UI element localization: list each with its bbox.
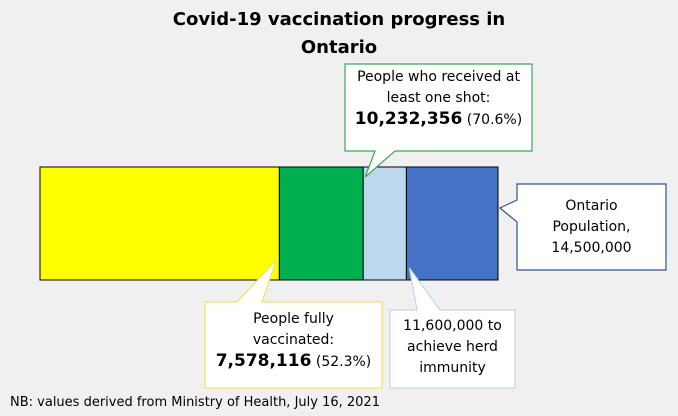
bar-segment-population	[405, 166, 499, 281]
bar-segment-fully	[39, 166, 280, 281]
callout-one-shot-pct: (70.6%)	[466, 112, 523, 128]
bar-segment-one_shot	[278, 166, 364, 281]
callout-herd-line-2: achieve herd	[407, 339, 498, 355]
callout-one-shot-value-row: 10,232,356 (70.6%)	[345, 109, 532, 131]
callout-fully-value-row: 7,578,116 (52.3%)	[205, 351, 382, 373]
callout-herd-immunity: 11,600,000 to achieve herd immunity	[390, 310, 515, 379]
callout-population-line-3: 14,500,000	[551, 240, 632, 256]
callout-population-line-1: Ontario	[565, 198, 618, 214]
chart-title: Covid-19 vaccination progress in Ontario	[0, 6, 678, 62]
chart-title-line-1: Covid-19 vaccination progress in	[172, 9, 506, 30]
bar-segment-herd	[362, 166, 407, 281]
callout-herd-box	[389, 267, 516, 389]
callout-one-shot-line-1: People who received at	[357, 69, 520, 85]
callout-one-shot-box	[344, 63, 533, 178]
callout-fully-line-2: vaccinated:	[252, 332, 335, 348]
callout-herd-line-1: 11,600,000 to	[403, 318, 502, 334]
callout-one-shot-value: 10,232,356	[354, 109, 463, 129]
callout-one-shot-line-2: least one shot:	[386, 90, 491, 106]
callout-at-least-one-shot: People who received at least one shot: 1…	[345, 64, 532, 131]
callout-population-line-2: Population,	[552, 219, 631, 235]
callout-fully-box	[204, 259, 383, 389]
callout-shapes	[204, 63, 667, 389]
chart-title-line-2: Ontario	[300, 37, 378, 58]
callout-fully-vaccinated: People fully vaccinated: 7,578,116 (52.3…	[205, 302, 382, 373]
callout-ontario-population: Ontario Population, 14,500,000	[517, 184, 666, 259]
footnote: NB: values derived from Ministry of Heal…	[10, 395, 380, 410]
callout-fully-line-1: People fully	[253, 311, 334, 327]
callout-herd-line-3: immunity	[419, 360, 486, 376]
callout-population-box	[498, 183, 667, 271]
callout-fully-value: 7,578,116	[215, 351, 312, 371]
callout-fully-pct: (52.3%)	[315, 354, 372, 370]
bar-group	[39, 166, 499, 281]
